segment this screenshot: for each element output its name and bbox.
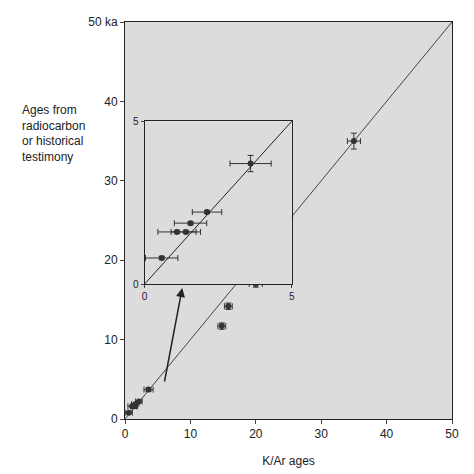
svg-text:0: 0 [142,291,148,302]
svg-text:0: 0 [111,412,118,426]
svg-text:10: 10 [184,427,198,441]
svg-text:50: 50 [445,427,459,441]
svg-text:20: 20 [249,427,263,441]
svg-text:30: 30 [104,174,118,188]
svg-text:Ages fromradiocarbonor histori: Ages fromradiocarbonor historicaltestimo… [22,103,85,164]
svg-text:5: 5 [133,116,139,127]
svg-text:50 ka: 50 ka [88,15,118,29]
svg-text:10: 10 [104,333,118,347]
svg-text:5: 5 [289,291,295,302]
svg-text:20: 20 [104,253,118,267]
svg-text:30: 30 [315,427,329,441]
svg-text:0: 0 [122,427,129,441]
svg-text:40: 40 [380,427,394,441]
svg-text:K/Ar ages: K/Ar ages [262,454,315,468]
svg-text:0: 0 [133,279,139,290]
svg-text:40: 40 [104,95,118,109]
